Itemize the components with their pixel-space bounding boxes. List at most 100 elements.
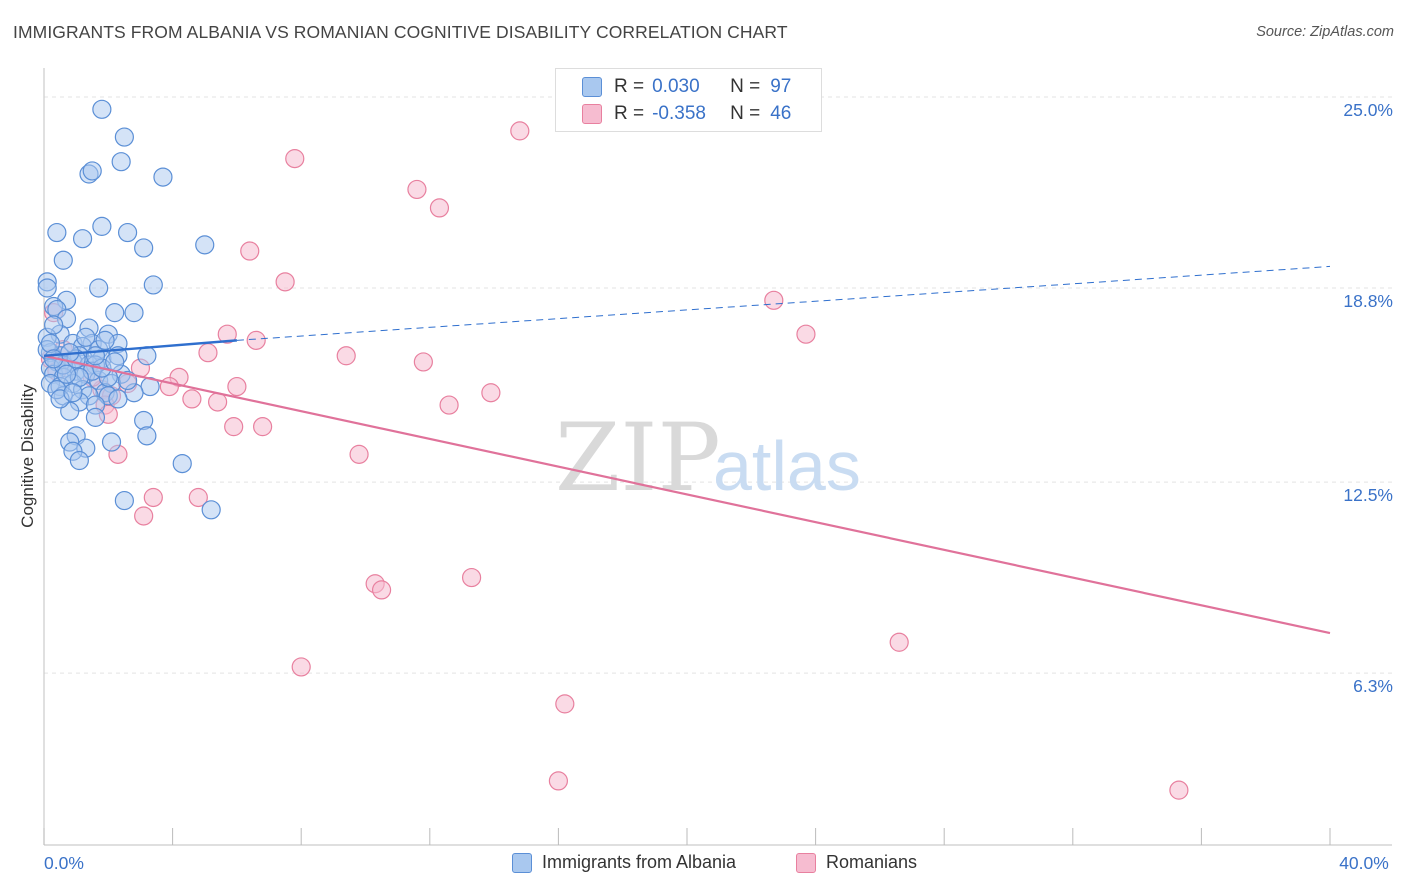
y-axis-label: Cognitive Disability	[18, 384, 37, 528]
romanians-point-8	[217, 324, 237, 344]
bottom-legend-albania: Immigrants from Albania	[512, 852, 736, 873]
albania-point-73	[69, 450, 89, 471]
albania-n-label: N =	[730, 76, 761, 97]
y-tick-labels: 6.3% 12.5% 18.8% 25.0%	[1343, 100, 1393, 696]
albania-point-21	[124, 303, 144, 323]
romanians-point-12	[336, 346, 356, 366]
romanians-point-4	[240, 241, 260, 261]
romanians-point-10	[796, 324, 816, 344]
legend-row-albania: R = 0.030 N = 97	[582, 75, 791, 99]
romanians-n-value: 46	[770, 103, 792, 124]
albania-n-value: 97	[770, 76, 792, 97]
gridlines	[44, 96, 1392, 674]
albania-point-86	[40, 333, 61, 354]
albania-point-5	[153, 167, 173, 187]
watermark: ZIP atlas	[555, 404, 861, 513]
albania-point-66	[134, 410, 154, 431]
romanians-point-5	[275, 272, 295, 292]
romanians-points	[40, 121, 1189, 800]
albania-point-96	[63, 383, 83, 403]
romanians-point-31	[143, 487, 163, 508]
romanians-point-11	[198, 343, 218, 363]
romanians-point-28	[253, 417, 273, 437]
bottom-albania-label: Immigrants from Albania	[542, 852, 737, 872]
albania-point-12	[53, 250, 73, 270]
romanians-point-18	[159, 376, 179, 397]
y-tick-label-1: 12.5%	[1343, 485, 1393, 505]
watermark-atlas: atlas	[713, 427, 861, 505]
albania-point-85	[117, 370, 138, 391]
romanians-point-22	[182, 389, 202, 409]
albania-point-8	[117, 222, 138, 243]
romanians-r-value: -0.358	[652, 103, 706, 124]
romanians-point-13	[413, 352, 433, 372]
albania-point-92	[95, 330, 115, 350]
albania-point-3	[82, 161, 102, 181]
albania-r-value: 0.030	[652, 76, 700, 97]
romanians-point-1	[285, 149, 305, 169]
albania-point-69	[101, 432, 122, 452]
axes	[43, 68, 1392, 846]
x-tick-labels: 0.0% 40.0%	[44, 853, 1389, 873]
stats-legend: R = 0.030 N = 97 R = -0.358 N = 46	[555, 68, 822, 132]
albania-point-78	[44, 315, 64, 335]
romanians-point-3	[429, 198, 450, 218]
albania-point-7	[92, 216, 112, 236]
albania-point-74	[172, 453, 192, 474]
albania-trend-extension	[236, 265, 1331, 341]
albania-points	[37, 99, 221, 520]
romanians-point-19	[481, 383, 501, 403]
romanians-point-44	[1169, 780, 1189, 800]
romanians-trend-line	[43, 354, 1331, 635]
y-tick-label-2: 18.8%	[1343, 291, 1393, 311]
romanians-point-41	[291, 657, 311, 677]
romanians-point-33	[134, 506, 154, 526]
romanians-point-32	[188, 487, 208, 508]
y-tick-label-0: 6.3%	[1353, 676, 1393, 696]
albania-point-6	[47, 222, 67, 243]
albania-point-0	[92, 99, 112, 119]
romanians-point-39	[371, 580, 392, 600]
albania-point-10	[134, 238, 154, 258]
albania-point-37	[137, 346, 157, 366]
albania-point-76	[201, 500, 221, 520]
romanians-point-42	[555, 694, 575, 714]
romanians-point-37	[461, 567, 482, 588]
bottom-romanians-swatch	[796, 852, 816, 873]
romanians-point-43	[548, 771, 569, 791]
x-tick-label-0: 0.0%	[44, 853, 84, 873]
albania-point-15	[89, 278, 109, 298]
romanians-point-0	[510, 121, 530, 141]
bottom-romanians-label: Romanians	[826, 852, 918, 872]
chart-title: IMMIGRANTS FROM ALBANIA VS ROMANIAN COGN…	[13, 22, 788, 42]
albania-point-70	[137, 426, 157, 446]
romanians-point-6	[764, 290, 784, 310]
albania-point-11	[195, 235, 215, 255]
romanians-point-27	[224, 417, 244, 437]
bottom-albania-swatch	[512, 852, 532, 873]
romanians-point-30	[349, 444, 369, 464]
albania-r-label: R =	[614, 76, 645, 97]
albania-point-91	[56, 364, 77, 384]
romanians-r-label: R =	[614, 103, 645, 124]
romanians-n-label: N =	[730, 103, 761, 124]
bottom-legend-romanians: Romanians	[796, 852, 917, 873]
albania-point-20	[105, 303, 125, 323]
albania-point-95	[85, 346, 106, 366]
albania-point-16	[143, 275, 163, 295]
romanians-point-9	[246, 330, 266, 350]
y-tick-label-3: 25.0%	[1343, 100, 1393, 120]
x-tick-label-1: 40.0%	[1339, 853, 1389, 873]
romanians-point-40	[889, 632, 909, 652]
albania-point-75	[114, 490, 134, 511]
albania-point-4	[111, 152, 131, 172]
albania-swatch	[582, 77, 602, 97]
albania-trend-line	[43, 339, 237, 357]
romanians-point-24	[439, 395, 459, 415]
albania-point-88	[76, 327, 96, 347]
romanians-swatch	[582, 104, 602, 124]
romanians-point-17	[227, 376, 247, 397]
albania-point-1	[114, 127, 134, 147]
albania-point-9	[72, 229, 93, 249]
